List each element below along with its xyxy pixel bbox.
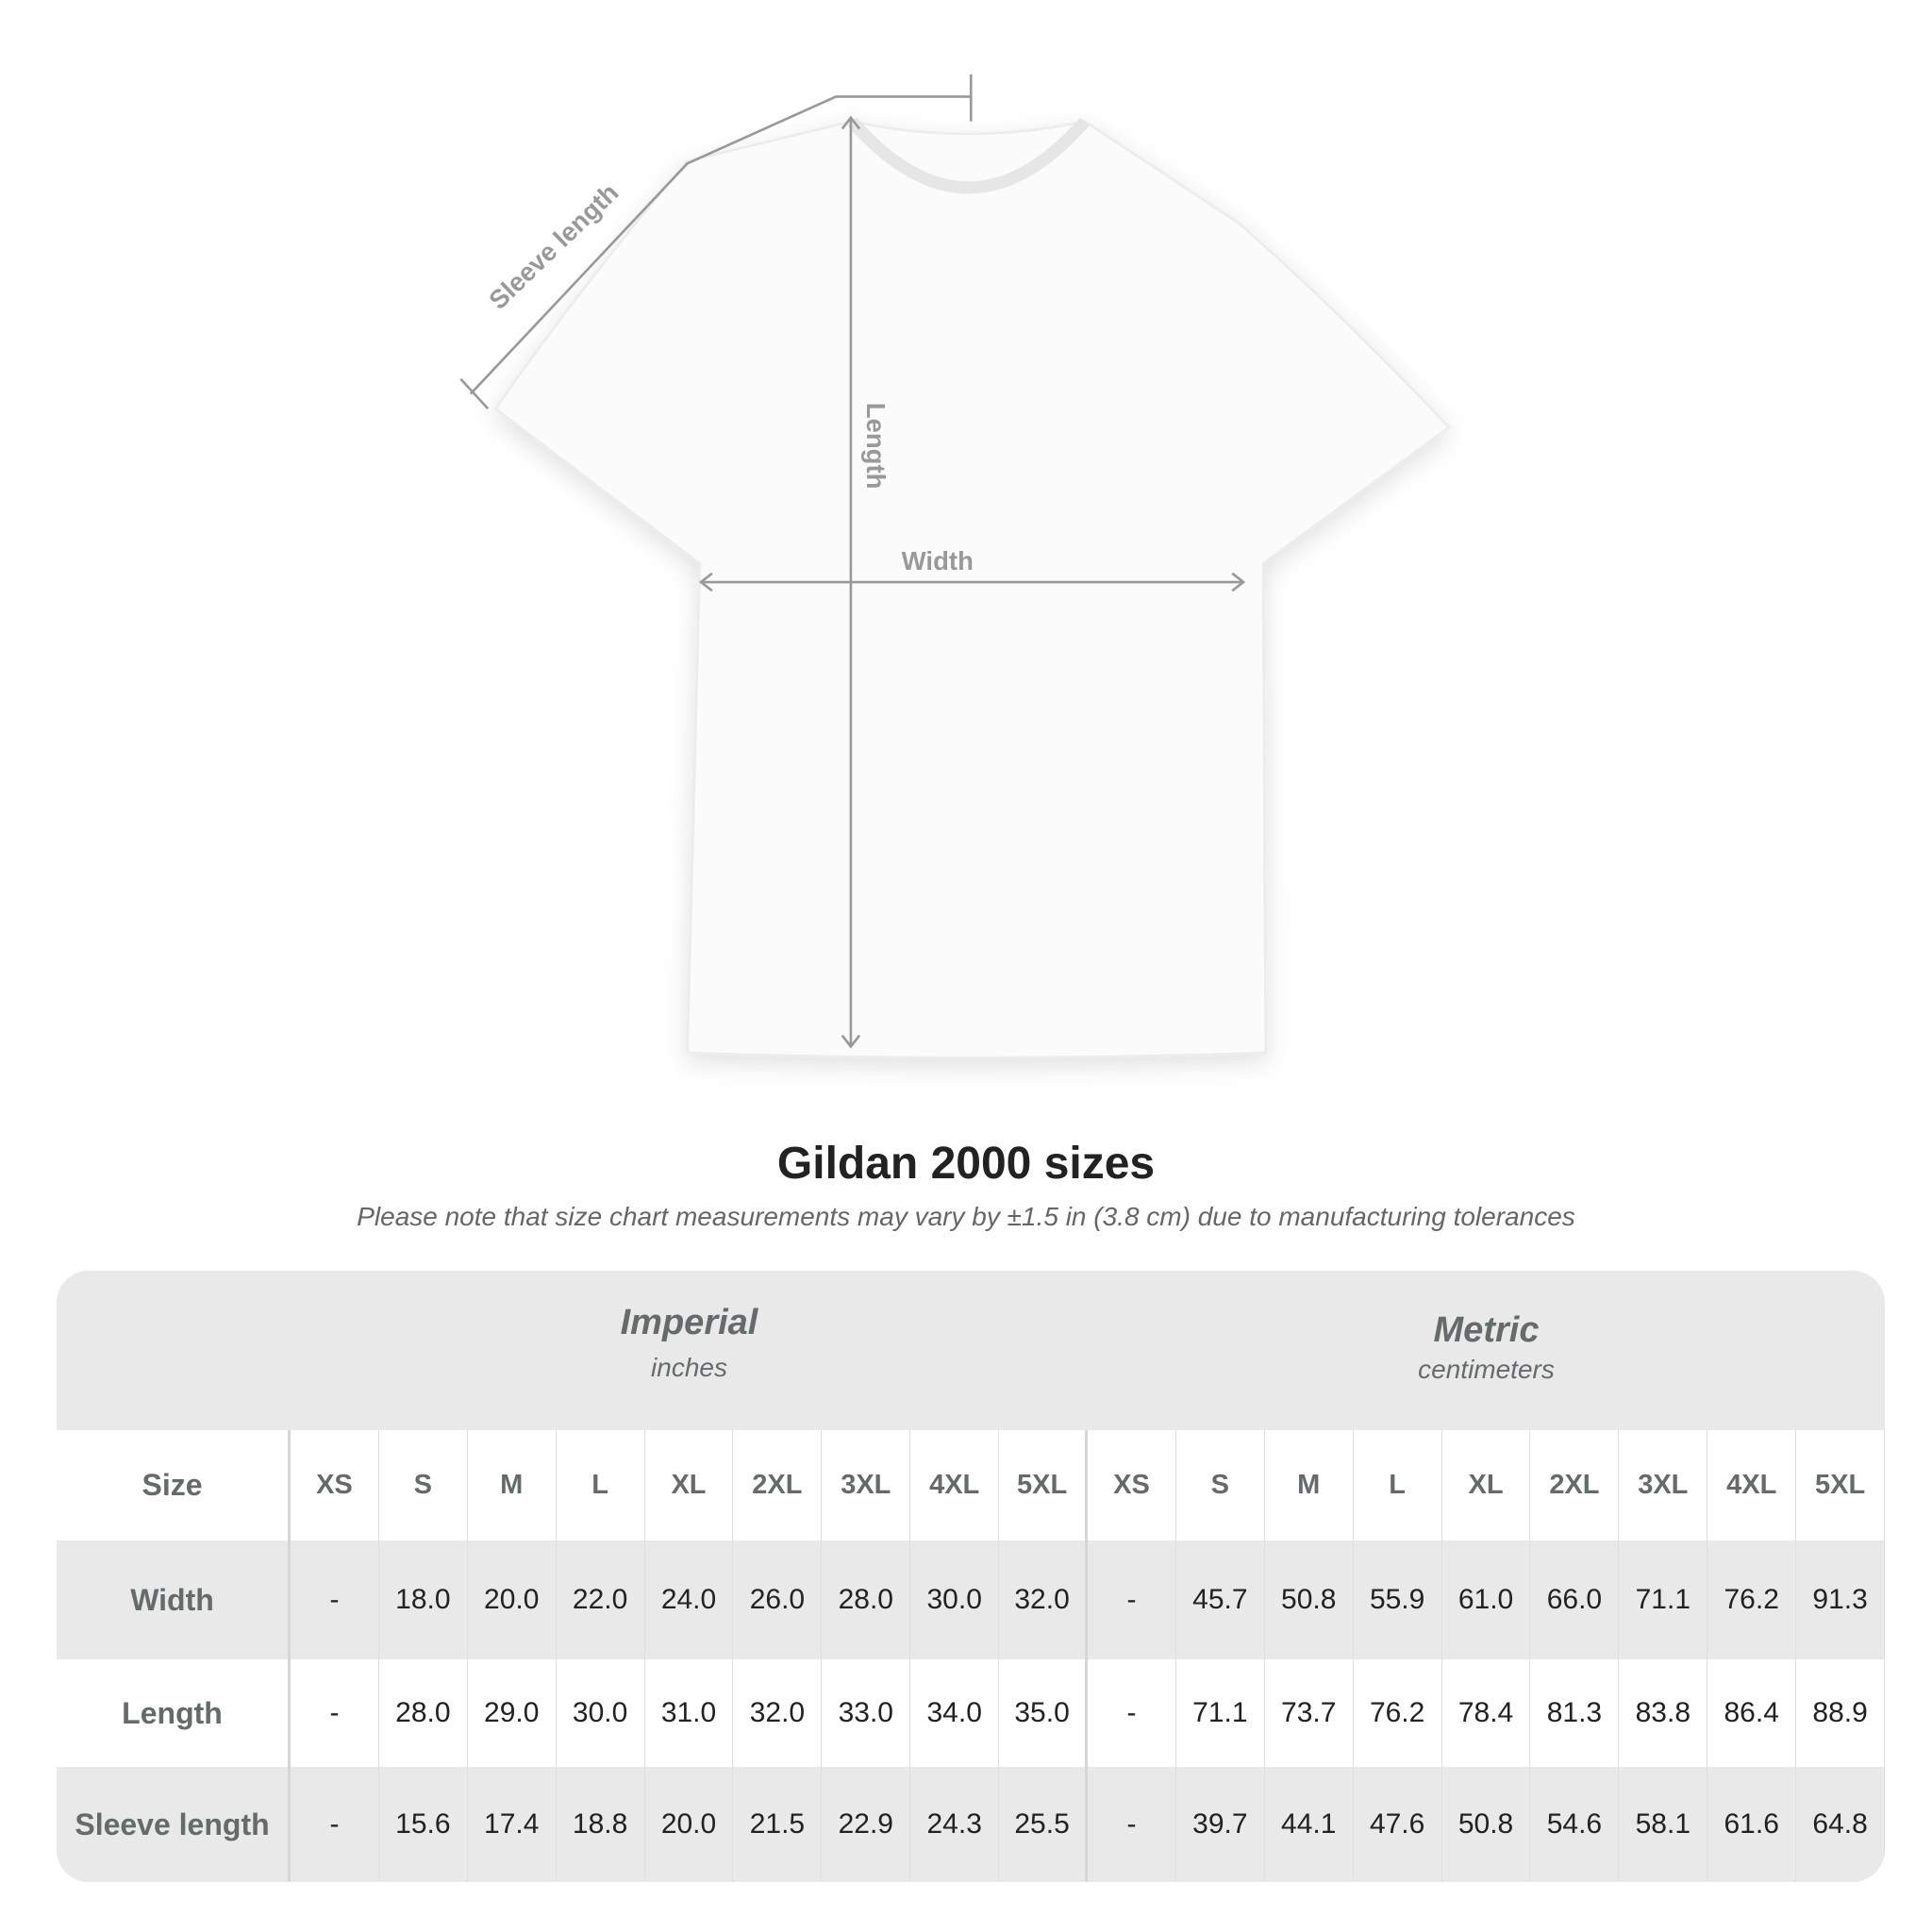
metric-heading: Metric	[1433, 1310, 1540, 1350]
imperial-value-cell: 28.0	[822, 1541, 911, 1659]
imperial-value-cell: 30.0	[910, 1541, 1000, 1659]
size-header-cell: M	[468, 1430, 557, 1541]
table-row: Width -18.0 20.0 22.0 24.0 26.0 28.0 30.0 32.0-4…	[57, 1541, 1885, 1659]
imperial-value-cell: 30.0	[557, 1659, 645, 1767]
tshirt-shape	[493, 120, 1451, 1059]
imperial-value-cell: 26.0	[733, 1541, 823, 1659]
metric-value-cell: 50.8	[1265, 1541, 1354, 1659]
tolerance-note: Please note that size chart measurements…	[357, 1202, 1575, 1231]
imperial-value-cell: 18.0	[379, 1541, 468, 1659]
size-header-cell: 3XL	[1619, 1430, 1708, 1541]
metric-value-cell: 61.6	[1707, 1767, 1797, 1882]
imperial-value-cell: 18.8	[557, 1767, 645, 1882]
size-header-cell: 4XL	[1707, 1430, 1797, 1541]
imperial-value-cell: 22.9	[822, 1767, 911, 1882]
imperial-value-cell: 32.0	[733, 1659, 823, 1767]
size-header-cell: S	[379, 1430, 468, 1541]
metric-value-cell: 55.9	[1354, 1541, 1442, 1659]
size-header-cell: L	[1354, 1430, 1442, 1541]
imperial-value-cell: 20.0	[468, 1541, 557, 1659]
row-label: Width	[57, 1541, 291, 1659]
size-header-cell: L	[557, 1430, 645, 1541]
metric-unit: centimeters	[1418, 1355, 1555, 1384]
row-label: Length	[57, 1659, 291, 1767]
width-label: Width	[902, 546, 974, 575]
imperial-value-cell: 31.0	[645, 1659, 734, 1767]
size-header-row: Size XS S M L XL 2XL 3XL 4XL 5XL XS S M L XL 2XL 3XL 4XL 5…	[57, 1430, 1885, 1541]
metric-value-cell: 78.4	[1442, 1659, 1531, 1767]
metric-value-cell: 61.0	[1442, 1541, 1531, 1659]
size-table: Imperial inches Metric centimeters Size X…	[57, 1271, 1885, 1882]
size-label: Size	[57, 1430, 291, 1541]
metric-value-cell: 91.3	[1796, 1541, 1885, 1659]
imperial-value-cell: 28.0	[379, 1659, 468, 1767]
imperial-value-cell: 24.0	[645, 1541, 734, 1659]
imperial-value-cell: -	[291, 1659, 379, 1767]
size-header-cell: 3XL	[822, 1430, 911, 1541]
metric-value-cell: 66.0	[1530, 1541, 1620, 1659]
metric-value-cell: 83.8	[1619, 1659, 1708, 1767]
imperial-value-cell: -	[291, 1541, 379, 1659]
metric-value-cell: 71.1	[1176, 1659, 1265, 1767]
size-header-cell: M	[1265, 1430, 1354, 1541]
size-header-cell: 5XL	[1796, 1430, 1885, 1541]
imperial-group: Imperial inches	[291, 1303, 1088, 1383]
imperial-unit: inches	[651, 1353, 727, 1382]
length-label: Length	[861, 403, 891, 490]
imperial-value-cell: 20.0	[645, 1767, 734, 1882]
metric-value-cell: 86.4	[1707, 1659, 1797, 1767]
metric-value-cell: 88.9	[1796, 1659, 1885, 1767]
size-header-cell: S	[1176, 1430, 1265, 1541]
size-header-cell: XS	[291, 1430, 379, 1541]
imperial-value-cell: 15.6	[379, 1767, 468, 1882]
size-header-cell: XL	[645, 1430, 734, 1541]
metric-value-cell: 54.6	[1530, 1767, 1620, 1882]
imperial-value-cell: 21.5	[733, 1767, 823, 1882]
size-header-cell: 4XL	[910, 1430, 1000, 1541]
metric-value-cell: 45.7	[1176, 1541, 1265, 1659]
row-label: Sleeve length	[57, 1767, 291, 1882]
imperial-value-cell: 29.0	[468, 1659, 557, 1767]
table-row: Sleeve length -15.6 17.4 18.8 20.0 21.5 22.9 24…	[57, 1767, 1885, 1882]
metric-value-cell: 73.7	[1265, 1659, 1354, 1767]
size-header-cell: 2XL	[733, 1430, 823, 1541]
imperial-value-cell: 35.0	[999, 1659, 1089, 1767]
metric-value-cell: -	[1088, 1767, 1176, 1882]
measure-lines	[459, 74, 1246, 1049]
page-title: Gildan 2000 sizes	[776, 1139, 1156, 1189]
metric-value-cell: -	[1088, 1659, 1176, 1767]
metric-value-cell: 76.2	[1707, 1541, 1797, 1659]
metric-value-cell: 47.6	[1354, 1767, 1442, 1882]
imperial-value-cell: 17.4	[468, 1767, 557, 1882]
metric-value-cell: 44.1	[1265, 1767, 1354, 1882]
table-row: Length -28.0 29.0 30.0 31.0 32.0 33.0 34.0 35.0-…	[57, 1659, 1885, 1767]
metric-value-cell: 58.1	[1619, 1767, 1708, 1882]
metric-group: Metric centimeters	[1088, 1310, 1885, 1385]
unit-header: Imperial inches Metric centimeters	[57, 1271, 1885, 1430]
imperial-value-cell: 32.0	[999, 1541, 1089, 1659]
size-header-cell: 2XL	[1530, 1430, 1620, 1541]
imperial-value-cell: 22.0	[557, 1541, 645, 1659]
imperial-value-cell: 25.5	[999, 1767, 1089, 1882]
imperial-value-cell: -	[291, 1767, 379, 1882]
metric-value-cell: 71.1	[1619, 1541, 1708, 1659]
metric-value-cell: 39.7	[1176, 1767, 1265, 1882]
imperial-value-cell: 34.0	[910, 1659, 1000, 1767]
imperial-value-cell: 33.0	[822, 1659, 911, 1767]
metric-value-cell: -	[1088, 1541, 1176, 1659]
size-header-cell: 5XL	[999, 1430, 1089, 1541]
metric-value-cell: 64.8	[1796, 1767, 1885, 1882]
size-header-cell: XS	[1088, 1430, 1176, 1541]
metric-value-cell: 81.3	[1530, 1659, 1620, 1767]
imperial-heading: Imperial	[620, 1303, 758, 1342]
metric-value-cell: 76.2	[1354, 1659, 1442, 1767]
metric-value-cell: 50.8	[1442, 1767, 1531, 1882]
size-header-cell: XL	[1442, 1430, 1531, 1541]
collar	[847, 117, 1090, 194]
imperial-value-cell: 24.3	[910, 1767, 1000, 1882]
